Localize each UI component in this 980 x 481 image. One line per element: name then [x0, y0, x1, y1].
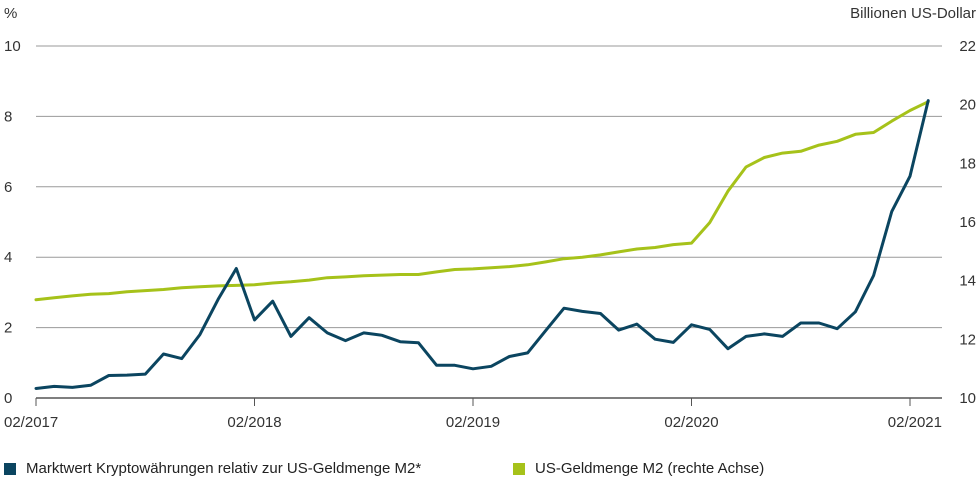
x-tick-label: 02/2019 — [446, 414, 500, 431]
legend-swatch-m2 — [513, 462, 525, 475]
left-tick-label: 2 — [4, 320, 12, 337]
left-axis-ticks: 0 2 4 6 8 10 — [4, 38, 21, 407]
gridlines — [36, 45, 942, 399]
left-axis-unit: % — [4, 5, 17, 22]
right-axis-ticks: 10 12 14 16 18 20 22 — [959, 38, 976, 407]
left-tick-label: 10 — [4, 38, 21, 55]
right-axis-unit: Billionen US-Dollar — [850, 5, 976, 22]
series-line-crypto — [34, 99, 930, 390]
legend-swatch-crypto — [4, 462, 16, 475]
right-tick-label: 18 — [959, 155, 976, 172]
right-tick-label: 22 — [959, 38, 976, 55]
x-tick-label: 02/2017 — [4, 414, 58, 431]
x-tick-label: 02/2021 — [888, 414, 942, 431]
right-tick-label: 20 — [959, 97, 976, 114]
legend-label-m2: US-Geldmenge M2 (rechte Achse) — [535, 460, 765, 477]
right-tick-label: 16 — [959, 214, 976, 231]
left-tick-label: 4 — [4, 249, 12, 266]
series-lines — [34, 99, 930, 390]
x-tick-label: 02/2020 — [664, 414, 718, 431]
legend-item-m2: US-Geldmenge M2 (rechte Achse) — [513, 460, 764, 477]
x-tick-label: 02/2018 — [227, 414, 281, 431]
right-tick-label: 12 — [959, 331, 976, 348]
left-tick-label: 8 — [4, 108, 12, 125]
x-axis-ticks: 02/2017 02/2018 02/2019 02/2020 02/2021 — [4, 398, 942, 431]
chart: % Billionen US-Dollar 0 2 4 6 8 10 10 12 14 16 18… — [4, 5, 976, 431]
right-tick-label: 14 — [959, 273, 976, 290]
series-line-m2 — [34, 100, 930, 302]
legend: Marktwert Kryptowährungen relativ zur US… — [0, 460, 980, 480]
legend-item-crypto: Marktwert Kryptowährungen relativ zur US… — [4, 460, 421, 477]
legend-label-crypto: Marktwert Kryptowährungen relativ zur US… — [26, 460, 422, 477]
left-tick-label: 0 — [4, 390, 12, 407]
right-tick-label: 10 — [959, 390, 976, 407]
left-tick-label: 6 — [4, 179, 12, 196]
